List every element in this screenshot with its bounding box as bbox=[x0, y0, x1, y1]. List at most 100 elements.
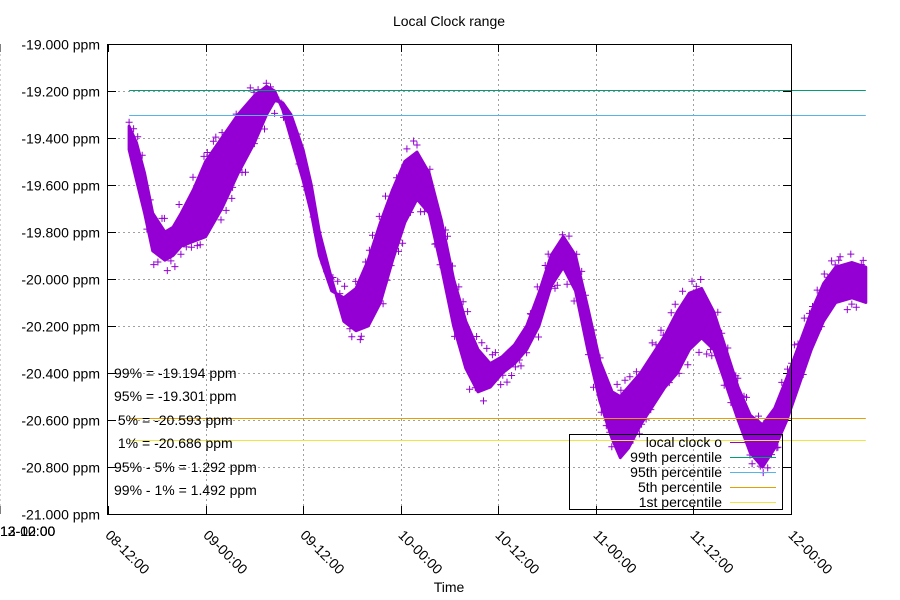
offset-point bbox=[413, 141, 421, 149]
offset-point bbox=[813, 286, 821, 294]
offset-point bbox=[187, 243, 195, 251]
offset-point bbox=[503, 378, 511, 386]
offset-point bbox=[436, 261, 444, 269]
offset-point bbox=[491, 349, 499, 357]
offset-point bbox=[508, 372, 516, 379]
offset-point bbox=[857, 261, 865, 268]
offset-point bbox=[407, 208, 414, 216]
y-tick-label: -20.200 ppm bbox=[21, 319, 100, 335]
x-axis-label: Time bbox=[434, 579, 465, 595]
offset-point bbox=[859, 256, 867, 264]
offset-point bbox=[323, 268, 331, 276]
offset-point bbox=[444, 232, 451, 240]
offset-point bbox=[383, 276, 391, 284]
offset-point bbox=[379, 300, 387, 308]
y-tick-label: -20.600 ppm bbox=[21, 413, 100, 429]
offset-point bbox=[621, 376, 629, 384]
offset-point bbox=[362, 258, 370, 266]
offset-point bbox=[356, 336, 364, 344]
offset-point bbox=[471, 384, 479, 392]
offset-point bbox=[459, 298, 467, 306]
y-tick-label: -19.200 ppm bbox=[21, 84, 100, 100]
offset-point bbox=[843, 306, 851, 314]
offset-point bbox=[526, 310, 534, 318]
offset-point bbox=[558, 231, 566, 239]
offset-point bbox=[578, 267, 586, 275]
offset-point bbox=[232, 110, 240, 118]
y-tick-label: -19.000 ppm bbox=[21, 37, 100, 53]
offset-point bbox=[718, 329, 726, 337]
offset-point bbox=[582, 291, 589, 299]
offset-point bbox=[189, 173, 197, 181]
offset-point bbox=[177, 250, 185, 258]
offset-point bbox=[665, 379, 673, 387]
offset-point bbox=[659, 331, 667, 339]
offset-point bbox=[410, 137, 418, 145]
offset-point bbox=[692, 282, 700, 290]
offset-point bbox=[590, 383, 597, 391]
offset-point bbox=[602, 422, 610, 430]
offset-point bbox=[790, 341, 798, 349]
stat-annotation: 95% = -19.301 ppm bbox=[114, 388, 237, 404]
offset-point bbox=[743, 393, 750, 401]
offset-point bbox=[836, 253, 844, 261]
offset-point bbox=[175, 201, 183, 208]
offset-point bbox=[499, 371, 507, 379]
offset-point bbox=[320, 260, 328, 268]
offset-point bbox=[426, 165, 434, 173]
offset-point bbox=[848, 300, 856, 308]
offset-point bbox=[254, 86, 262, 94]
stat-annotation: 1% = -20.686 ppm bbox=[114, 435, 233, 451]
offset-point bbox=[695, 348, 703, 356]
offset-point bbox=[799, 371, 807, 378]
offset-point bbox=[382, 192, 389, 200]
offset-point bbox=[167, 257, 175, 265]
stat-annotation: 99% - 1% = 1.492 ppm bbox=[114, 482, 257, 498]
offset-point bbox=[375, 212, 383, 220]
offset-point bbox=[734, 374, 742, 382]
offset-point bbox=[497, 381, 505, 389]
offset-point bbox=[517, 362, 525, 370]
offset-point bbox=[714, 308, 722, 316]
y-tick-label: -20.800 ppm bbox=[21, 460, 100, 476]
grid bbox=[0, 44, 792, 514]
offset-point bbox=[242, 168, 249, 176]
x-tick-label: 10-00:00 bbox=[395, 527, 446, 578]
offset-point bbox=[724, 344, 732, 352]
y-tick-label: -19.400 ppm bbox=[21, 131, 100, 147]
offset-point bbox=[154, 258, 162, 266]
offset-point bbox=[348, 333, 356, 341]
offset-point bbox=[688, 277, 696, 285]
offset-point bbox=[163, 267, 171, 275]
offset-point bbox=[346, 325, 354, 333]
offset-point bbox=[250, 140, 258, 148]
plot-area bbox=[125, 79, 868, 477]
offset-point bbox=[464, 308, 472, 316]
offset-point bbox=[352, 277, 360, 285]
offset-point bbox=[638, 420, 646, 428]
offset-point bbox=[794, 340, 802, 348]
offset-point bbox=[267, 83, 274, 91]
x-tick-label: 13-12:00 bbox=[0, 523, 55, 539]
offset-point bbox=[275, 96, 283, 104]
offset-point bbox=[228, 194, 236, 202]
offset-point bbox=[212, 133, 220, 141]
offset-point bbox=[533, 283, 541, 291]
offset-point bbox=[675, 369, 683, 377]
chart-title: Local Clock range bbox=[393, 13, 505, 29]
x-tick-label: 11-12:00 bbox=[687, 527, 737, 577]
offset-point bbox=[203, 149, 211, 156]
offset-point bbox=[310, 212, 318, 220]
y-tick-label: -20.000 ppm bbox=[21, 272, 100, 288]
offset-point bbox=[138, 151, 146, 159]
offset-point bbox=[511, 363, 519, 371]
offset-point bbox=[341, 282, 349, 290]
offset-point bbox=[387, 262, 395, 270]
offset-point bbox=[657, 326, 665, 334]
offset-point bbox=[420, 208, 428, 216]
offset-point bbox=[284, 115, 292, 123]
offset-band bbox=[127, 84, 868, 469]
offset-point bbox=[369, 231, 376, 239]
